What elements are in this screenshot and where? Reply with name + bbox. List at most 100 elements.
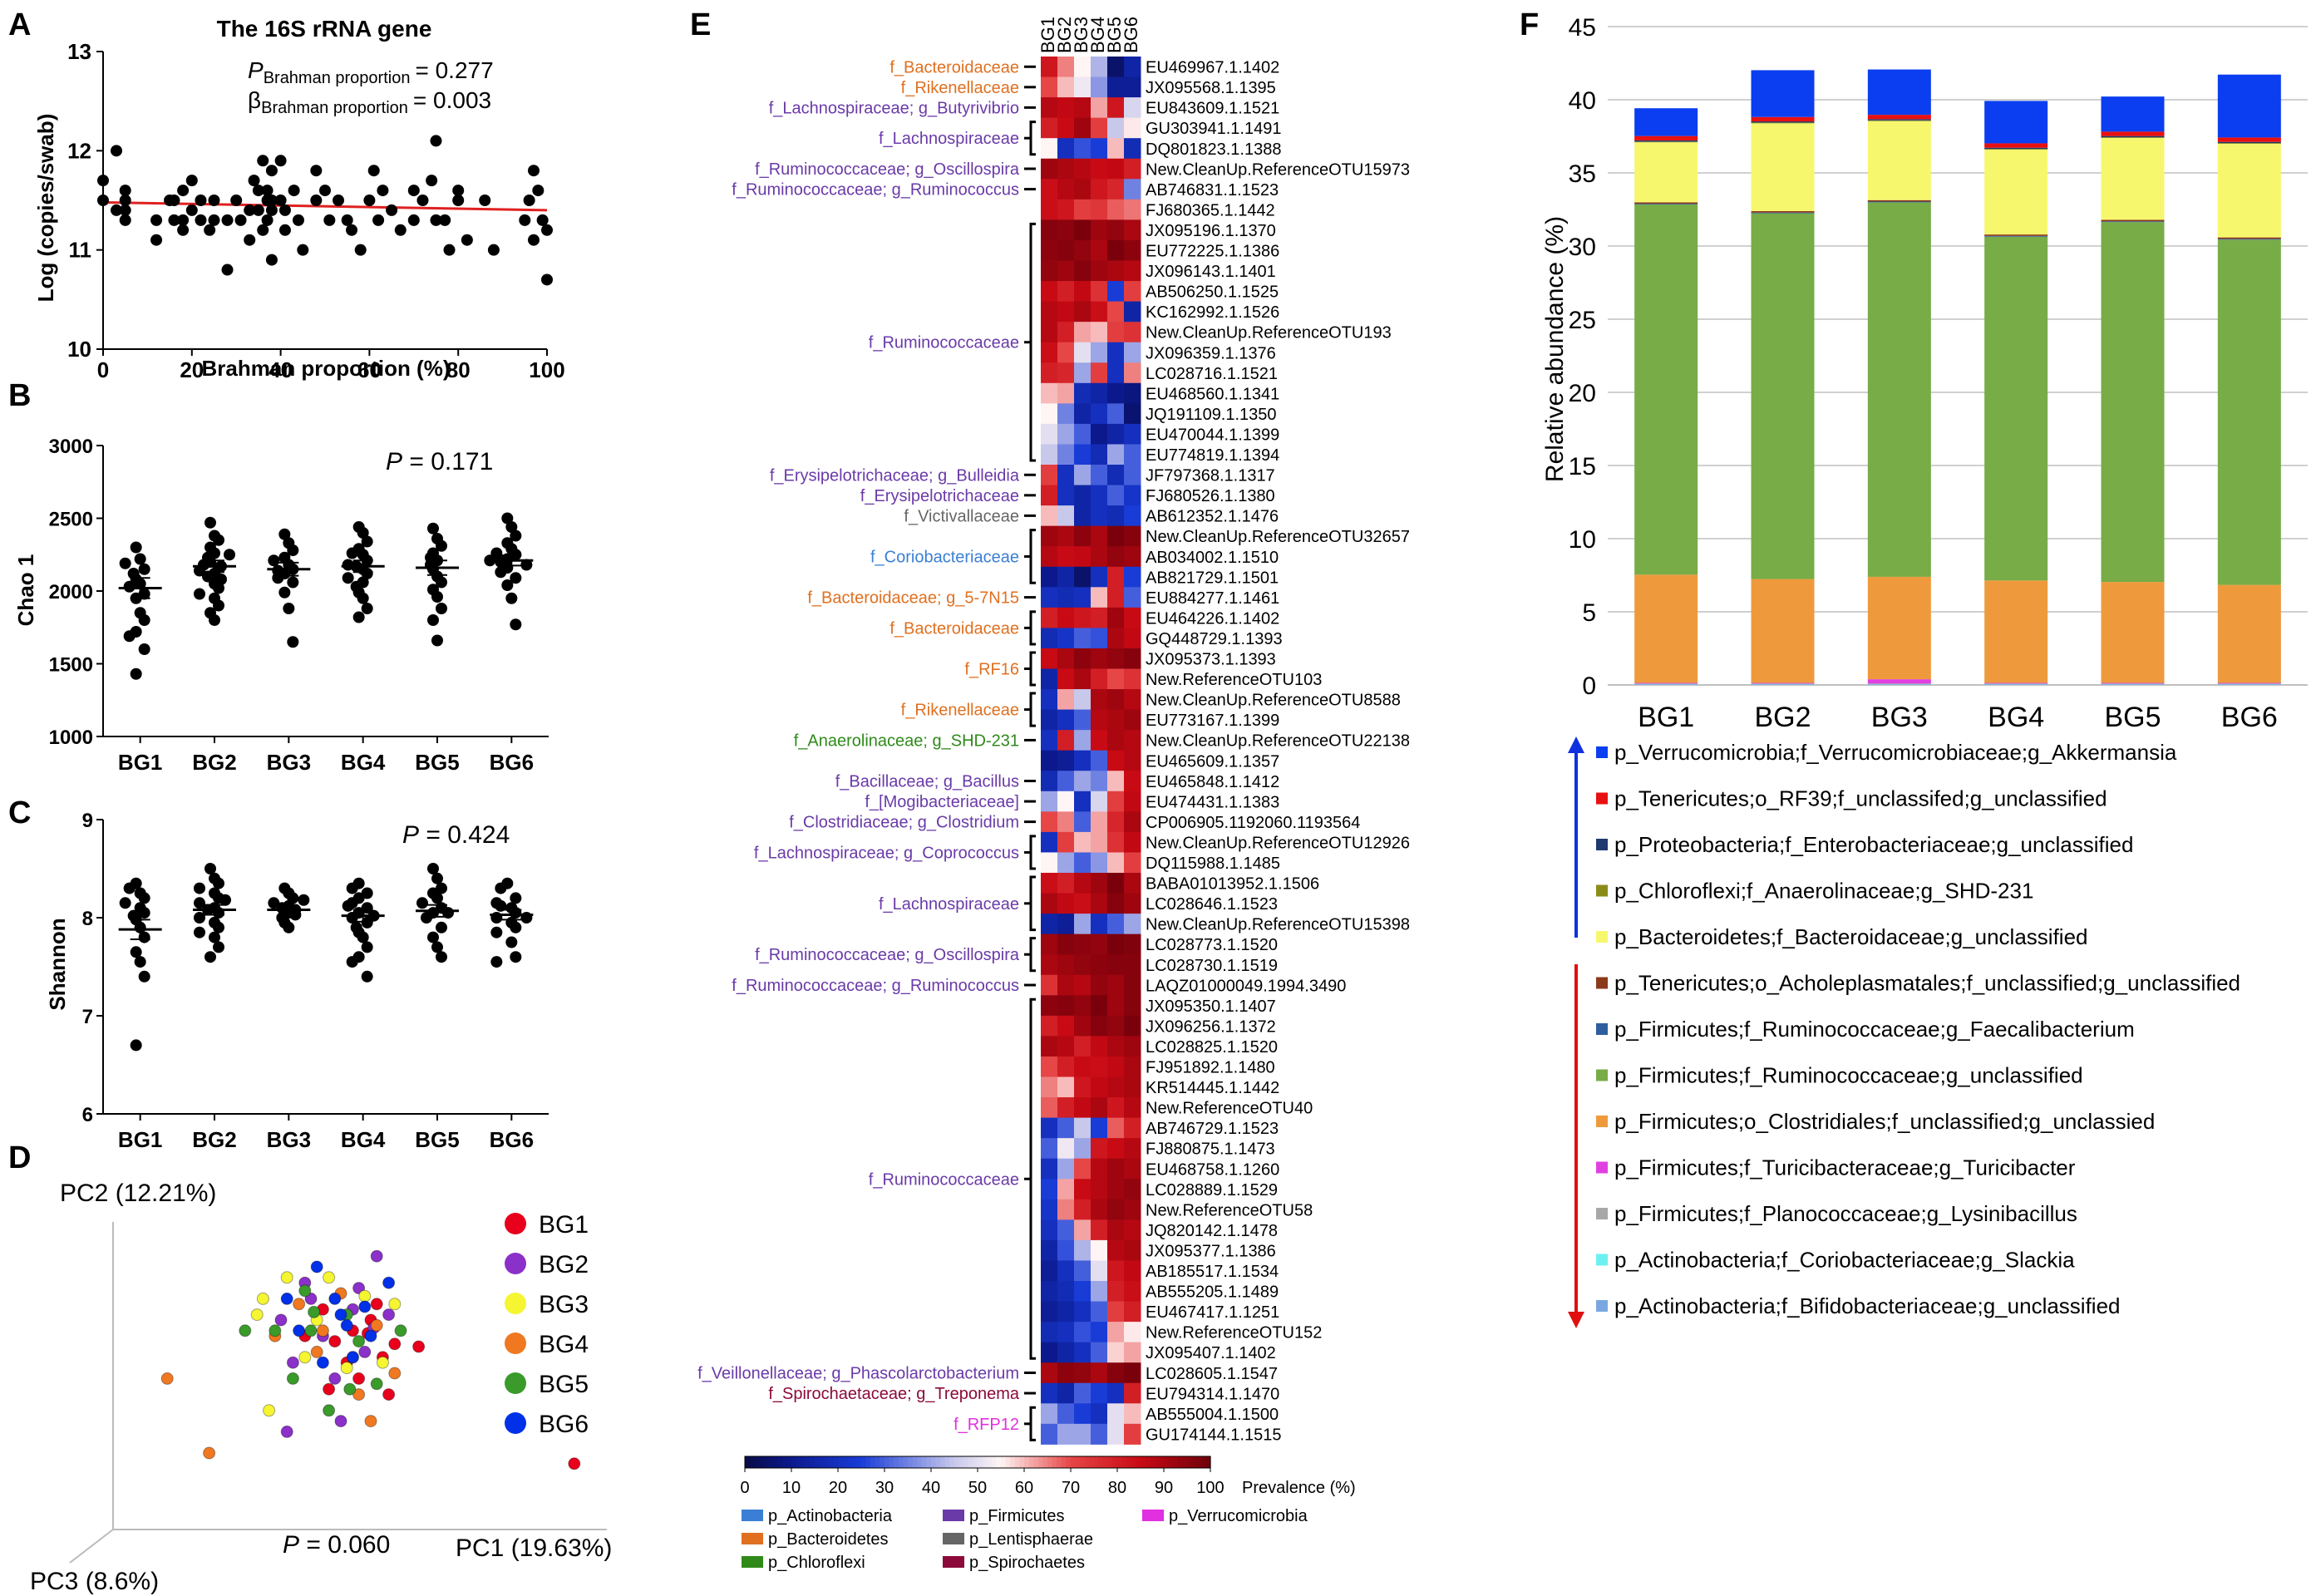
a-data-point <box>261 185 273 197</box>
a-data-point <box>527 234 540 246</box>
heatmap-cell <box>1091 1117 1108 1139</box>
heatmap-cell <box>1074 260 1091 282</box>
a-y-tick-label: 11 <box>69 238 92 263</box>
c-data-point <box>490 956 503 968</box>
colorbar-segment <box>1154 1456 1160 1468</box>
heatmap-cell <box>1091 97 1108 119</box>
c-data-point <box>495 899 507 912</box>
colorbar-segment <box>865 1456 871 1468</box>
c-x-tick-label: BG5 <box>415 1127 459 1152</box>
heatmap-cell <box>1091 1322 1108 1343</box>
f-bar-segment <box>1634 108 1698 136</box>
heatmap-otu-label: JX096143.1.1401 <box>1146 263 1276 281</box>
f-bar-segment <box>2101 137 2165 220</box>
c-data-point <box>213 941 224 953</box>
heatmap-cell <box>1107 668 1125 690</box>
c-y-tick-label: 8 <box>82 908 93 930</box>
heatmap-cell <box>1091 179 1108 200</box>
a-x-tick-label: 60 <box>357 357 382 382</box>
heatmap-cell <box>1107 57 1125 78</box>
heatmap-cell <box>1107 1158 1125 1180</box>
a-data-point <box>257 155 269 167</box>
b-data-point <box>431 591 443 603</box>
f-legend-label: p_Tenericutes;o_Acholeplasmatales;f_uncl… <box>1614 971 2240 996</box>
heatmap-cell <box>1074 403 1091 425</box>
colorbar-segment <box>1042 1456 1048 1468</box>
heatmap-cell <box>1057 1179 1075 1200</box>
heatmap-cell <box>1124 1097 1141 1119</box>
heatmap-cell <box>1124 1342 1141 1363</box>
heatmap-cell <box>1074 138 1091 160</box>
a-data-point <box>519 214 531 226</box>
heatmap-otu-label: CP006905.1192060.1193564 <box>1146 814 1360 832</box>
colorbar-segment <box>805 1456 811 1468</box>
heatmap-cell <box>1124 730 1141 751</box>
c-data-point <box>123 882 136 894</box>
heatmap-family-label: f_Victivallaceae <box>904 507 1019 525</box>
colorbar-segment <box>763 1456 769 1468</box>
f-legend-swatch <box>1596 1161 1608 1174</box>
f-bar-segment <box>2217 143 2281 144</box>
heatmap-bracket <box>1029 222 1036 462</box>
heatmap-cell <box>1041 1403 1058 1425</box>
heatmap-cell <box>1107 362 1125 384</box>
a-data-point <box>341 214 353 226</box>
heatmap-otu-label: EU794314.1.1470 <box>1146 1385 1279 1403</box>
f-y-tick-label: 20 <box>1569 380 1596 407</box>
b-data-point <box>287 636 299 648</box>
c-data-point <box>361 941 373 953</box>
f-bar-segment <box>1984 101 2048 144</box>
heatmap-cell <box>1107 995 1125 1017</box>
c-data-point <box>298 894 310 906</box>
f-y-tick-label: 5 <box>1582 599 1596 627</box>
a-data-point <box>195 195 207 206</box>
colorbar-segment <box>949 1456 955 1468</box>
c-data-point <box>361 970 373 983</box>
panel-f-plot: 0 5 10 15 20 25 30 35 40 45 BG1 BG2 BG3 BG4 BG5 BG6 p_Ve… <box>1568 14 2308 1328</box>
heatmap-cell <box>1074 1097 1091 1119</box>
heatmap-family-label: f_Erysipelotrichaceae; g_Bulleidia <box>770 466 1020 485</box>
heatmap-cell <box>1124 974 1141 996</box>
pcoa-point-bg4 <box>293 1298 306 1311</box>
heatmap-cell <box>1041 1342 1058 1363</box>
heatmap-cell <box>1057 811 1075 833</box>
panel-a-xlabel: Brahman proportion (%) <box>202 356 451 381</box>
heatmap-cell <box>1041 199 1058 220</box>
c-data-point <box>510 921 522 933</box>
heatmap-cell <box>1124 1076 1141 1098</box>
heatmap-cell <box>1107 97 1125 119</box>
f-bar-segment <box>2217 584 2281 683</box>
c-data-point <box>194 926 205 938</box>
colorbar-segment <box>824 1456 830 1468</box>
heatmap-otu-label: JQ191109.1.1350 <box>1146 406 1277 424</box>
b-x-tick-label: BG4 <box>341 750 386 775</box>
b-data-point <box>510 618 522 631</box>
pcoa-point-bg5 <box>304 1324 318 1337</box>
heatmap-cell <box>1091 281 1108 303</box>
c-data-point <box>209 931 220 943</box>
pcoa-legend-marker-bg1 <box>505 1213 526 1234</box>
c-data-point <box>194 882 205 894</box>
heatmap-otu-label: GU174144.1.1515 <box>1146 1426 1281 1444</box>
pcoa-point-bg4 <box>352 1388 366 1401</box>
heatmap-cell <box>1124 1362 1141 1384</box>
b-data-point <box>134 553 146 565</box>
heatmap-otu-label: New.ReferenceOTU103 <box>1146 671 1322 689</box>
heatmap-cell <box>1041 1382 1058 1404</box>
heatmap-otu-label: JQ820142.1.1478 <box>1146 1222 1278 1240</box>
heatmap-otu-label: LC028646.1.1523 <box>1146 895 1278 914</box>
heatmap-otu-label: JX095377.1.1386 <box>1146 1242 1276 1260</box>
heatmap-cell <box>1091 587 1108 608</box>
pcoa-point-bg3 <box>250 1308 264 1322</box>
heatmap-cell <box>1041 668 1058 690</box>
colorbar-segment <box>1182 1456 1188 1468</box>
heatmap-cell <box>1057 1138 1075 1160</box>
pcoa-point-bg2 <box>382 1308 396 1322</box>
phylum-legend-label: p_Verrucomicrobia <box>1169 1507 1308 1525</box>
f-x-tick-label: BG4 <box>1988 702 2044 733</box>
a-data-point <box>363 195 376 206</box>
heatmap-cell <box>1124 1199 1141 1220</box>
colorbar-segment <box>1173 1456 1179 1468</box>
heatmap-otu-label: EU469967.1.1402 <box>1146 59 1279 77</box>
